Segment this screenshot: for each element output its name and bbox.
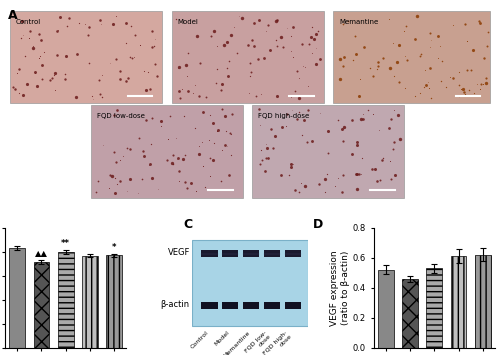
- Bar: [10, 248, 25, 348]
- Bar: [284, 251, 301, 257]
- Bar: [450, 256, 466, 348]
- Bar: [106, 255, 122, 348]
- Bar: [426, 268, 442, 348]
- Bar: [34, 262, 50, 348]
- Text: Model: Model: [214, 330, 230, 347]
- Bar: [91, 105, 242, 198]
- Text: FQD low-
dose: FQD low- dose: [244, 330, 272, 355]
- Text: D: D: [313, 218, 323, 231]
- Text: FQD high-
dose: FQD high- dose: [263, 330, 293, 355]
- Y-axis label: VEGF expression
(ratio to β-actin): VEGF expression (ratio to β-actin): [330, 250, 350, 326]
- Text: Memantine: Memantine: [339, 19, 378, 24]
- Bar: [378, 270, 394, 348]
- Text: Model: Model: [178, 19, 199, 24]
- Text: Memantine: Memantine: [222, 330, 251, 355]
- Bar: [10, 11, 162, 103]
- Bar: [475, 255, 490, 348]
- Bar: [264, 251, 280, 257]
- Text: Control: Control: [16, 19, 41, 24]
- Bar: [222, 251, 238, 257]
- Bar: [192, 240, 308, 326]
- Text: A: A: [8, 9, 17, 22]
- Bar: [243, 302, 260, 310]
- Bar: [243, 251, 260, 257]
- Text: *: *: [112, 243, 116, 252]
- Text: VEGF: VEGF: [168, 248, 190, 257]
- Bar: [82, 256, 98, 348]
- Text: C: C: [183, 218, 192, 231]
- Text: FQD low-dose: FQD low-dose: [96, 113, 144, 119]
- Bar: [222, 302, 238, 310]
- Text: ▲▲: ▲▲: [35, 250, 48, 258]
- Text: **: **: [61, 239, 70, 248]
- Bar: [202, 302, 218, 310]
- Bar: [252, 105, 404, 198]
- Bar: [172, 11, 324, 103]
- Text: β-actin: β-actin: [160, 300, 190, 309]
- Bar: [202, 251, 218, 257]
- Text: FQD high-dose: FQD high-dose: [258, 113, 310, 119]
- Bar: [284, 302, 301, 310]
- Bar: [334, 11, 490, 103]
- Bar: [264, 302, 280, 310]
- Bar: [402, 279, 418, 348]
- Text: Control: Control: [190, 330, 210, 350]
- Bar: [58, 252, 74, 348]
